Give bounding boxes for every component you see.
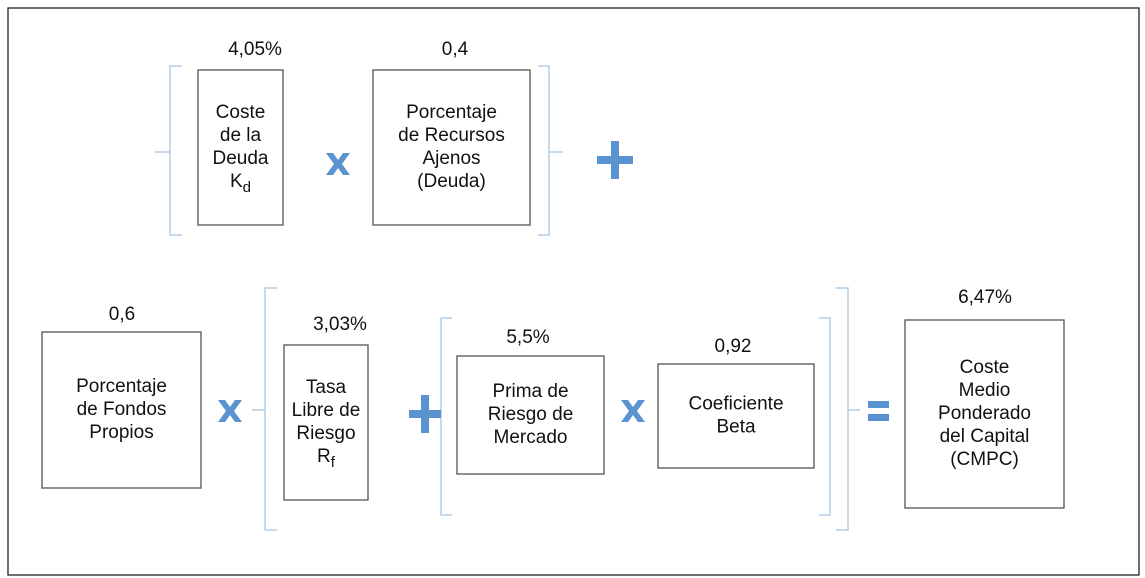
node-label: Tasa (306, 377, 347, 398)
node-value: 0,92 (715, 336, 752, 357)
subscript: f (331, 454, 336, 471)
bracket (836, 287, 860, 531)
node-value: 0,4 (442, 39, 469, 60)
equals-icon (868, 401, 889, 408)
node-label: Mercado (494, 427, 568, 448)
node-value: 4,05% (228, 39, 282, 60)
node-label: Ponderado (938, 403, 1031, 424)
node-box (283, 344, 369, 501)
bracket (440, 317, 452, 516)
times-icon (621, 400, 645, 422)
bracket (155, 65, 182, 236)
plus-icon (597, 141, 633, 179)
node-value: 3,03% (313, 314, 367, 335)
node-value: 5,5% (506, 327, 549, 348)
times-icon (218, 400, 242, 422)
node-label: Deuda (213, 148, 269, 169)
bracket (538, 65, 563, 236)
times-icon (326, 153, 350, 175)
node-label: del Capital (940, 426, 1030, 447)
node-label: Ajenos (422, 148, 480, 169)
node-label: (Deuda) (417, 171, 486, 192)
node-label: Medio (959, 380, 1011, 401)
node-label: Libre de (292, 400, 361, 421)
node-box (456, 355, 605, 475)
node-box (657, 363, 815, 469)
node-label: Coste (216, 102, 266, 123)
brackets (155, 65, 860, 531)
node-label: Kd (230, 171, 251, 196)
node-label: Beta (716, 417, 756, 438)
node-label: Porcentaje (406, 102, 497, 123)
node-label: Coeficiente (688, 394, 783, 415)
node-value: 6,47% (958, 287, 1012, 308)
node-label: Rf (317, 446, 336, 471)
node-label: Riesgo (296, 423, 355, 444)
plus-icon (409, 395, 441, 433)
node-label: Propios (89, 422, 153, 443)
node-label: Riesgo de (488, 404, 574, 425)
node-value: 0,6 (109, 304, 135, 325)
node-label: Porcentaje (76, 376, 167, 397)
node-box (41, 331, 202, 489)
node-label: Prima de (492, 381, 568, 402)
symbol: R (317, 446, 331, 467)
node-label: (CMPC) (950, 449, 1019, 470)
node-label: de la (220, 125, 262, 146)
node-label: de Recursos (398, 125, 505, 146)
bracket (819, 317, 831, 516)
bracket (252, 287, 277, 531)
node-label: Coste (960, 357, 1010, 378)
node-box (372, 69, 531, 226)
symbol: K (230, 171, 243, 192)
node-box (904, 319, 1065, 509)
node-box (197, 69, 284, 226)
equals-icon (868, 414, 889, 421)
subscript: d (243, 179, 251, 196)
operators (218, 141, 889, 433)
frame (7, 7, 1140, 576)
node-label: de Fondos (77, 399, 167, 420)
